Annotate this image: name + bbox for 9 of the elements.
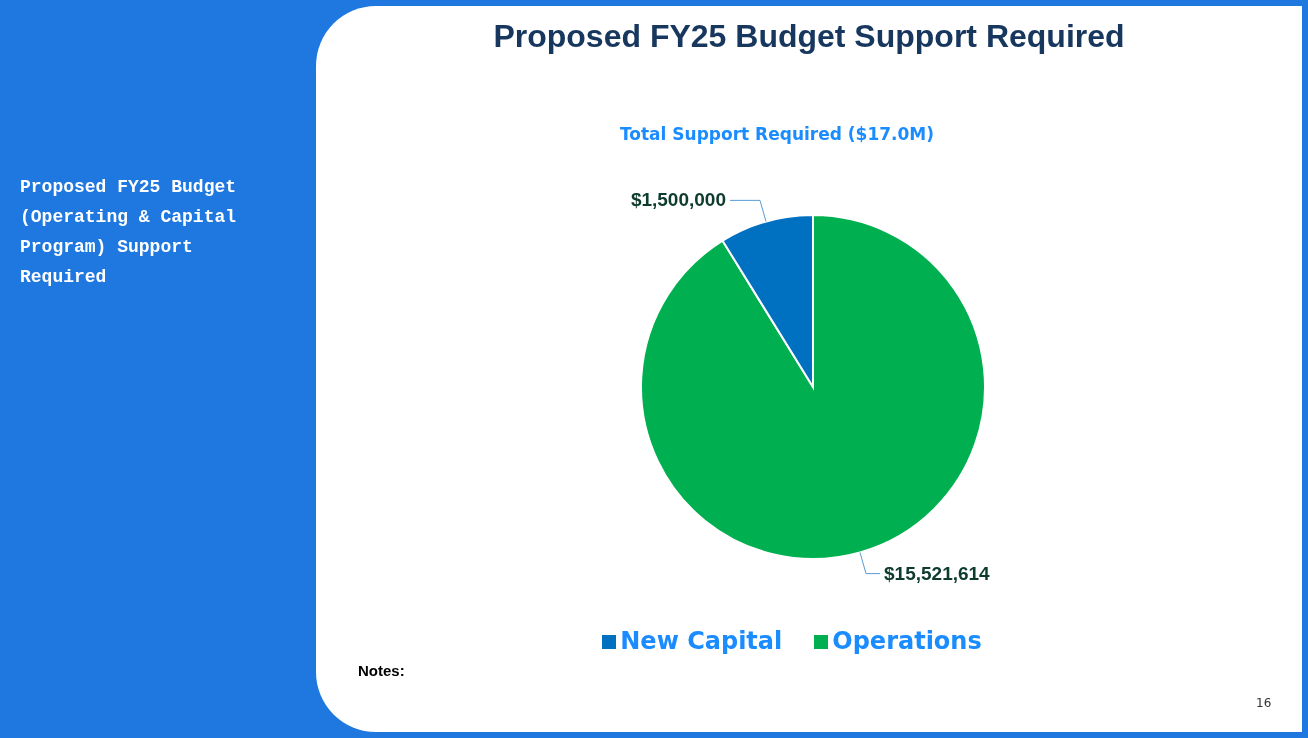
data-label: $15,521,614 [884,562,991,584]
data-label: $1,500,000 [630,189,726,211]
text: Proposed FY25 Budget (Operating & Capital Program) Support Required [20,176,238,289]
legend-label: Operations [832,627,982,655]
text: 16 [1256,696,1272,710]
chart-title: Proposed FY25 Budget Support Required [492,18,1126,55]
legend-label: New Capital [620,627,783,655]
chart-subtitle: Total Support Required ($17.0M) [618,124,936,144]
text: Notes: [358,662,405,679]
